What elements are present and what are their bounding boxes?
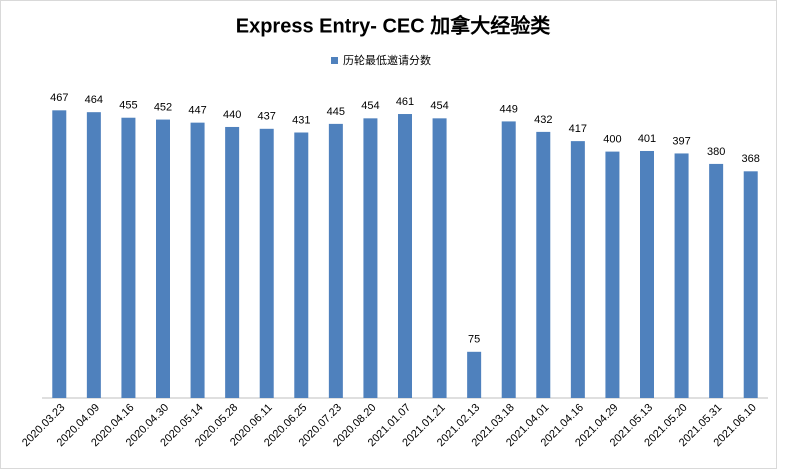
value-label: 75 xyxy=(468,334,480,346)
bar xyxy=(398,114,412,399)
value-label: 401 xyxy=(638,133,656,145)
bar xyxy=(570,141,585,399)
value-label: 447 xyxy=(188,105,206,117)
value-label: 368 xyxy=(742,153,760,165)
value-label: 464 xyxy=(85,94,103,106)
value-label: 452 xyxy=(154,101,172,113)
bar xyxy=(605,151,620,398)
bar xyxy=(674,153,689,398)
bar xyxy=(156,119,170,399)
bar xyxy=(86,112,101,399)
value-label: 400 xyxy=(603,134,621,146)
chart-title: Express Entry- CEC 加拿大经验类 xyxy=(236,13,551,37)
bar xyxy=(709,163,724,398)
bar xyxy=(536,131,551,398)
value-label: 455 xyxy=(119,100,137,112)
value-label: 467 xyxy=(50,92,68,104)
bar xyxy=(294,132,309,398)
bar xyxy=(363,118,378,398)
value-label: 397 xyxy=(672,135,690,147)
bar xyxy=(190,122,205,398)
value-label: 454 xyxy=(430,100,448,112)
bar xyxy=(640,150,654,398)
value-label: 445 xyxy=(327,106,345,118)
bar xyxy=(432,118,447,398)
bar xyxy=(501,121,516,398)
legend-swatch xyxy=(331,57,338,64)
bar xyxy=(121,117,136,398)
value-label: 417 xyxy=(569,123,587,135)
bar xyxy=(743,171,758,398)
value-label: 431 xyxy=(292,114,310,126)
value-label: 440 xyxy=(223,109,241,121)
bar xyxy=(52,110,67,398)
bar xyxy=(467,351,482,398)
bar xyxy=(328,123,343,398)
value-label: 437 xyxy=(258,111,276,123)
value-label: 454 xyxy=(361,100,379,112)
value-label: 380 xyxy=(707,146,725,158)
value-label: 449 xyxy=(500,103,518,115)
value-label: 432 xyxy=(534,114,552,126)
legend-label: 历轮最低邀请分数 xyxy=(343,53,431,67)
bar xyxy=(259,128,274,399)
value-label: 461 xyxy=(396,96,414,108)
bar xyxy=(225,126,240,399)
